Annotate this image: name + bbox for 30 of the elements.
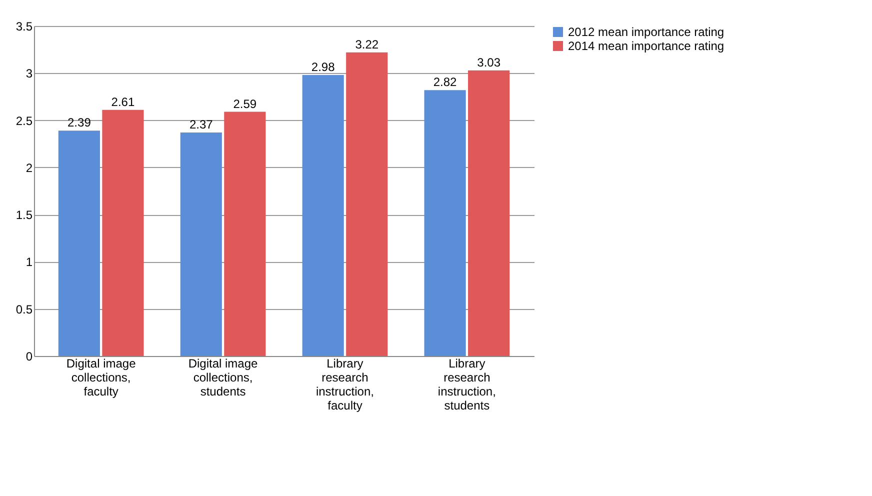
legend-label: 2012 mean importance rating [568,25,724,39]
y-tick-label: 1 [26,255,33,270]
y-tick-label: 2 [26,160,33,175]
data-label: 3.03 [477,55,501,70]
data-label: 2.98 [311,60,336,74]
y-tick-label: 2.5 [16,114,33,128]
bar [224,112,266,356]
data-label: 3.22 [355,37,379,52]
data-label: 2.39 [68,116,92,130]
bar [468,70,510,356]
legend-label: 2014 mean importance rating [568,39,724,53]
y-tick-label: 3 [26,66,33,81]
bar [102,110,144,356]
x-tick-label: Digital image collections, faculty [66,356,136,398]
x-tick-label: Library research instruction, faculty [316,356,374,412]
data-label: 2.82 [433,75,458,90]
y-tick-label: 0 [26,350,33,364]
bar [424,90,466,356]
y-tick-label: 0.5 [16,302,33,316]
x-tick-label: Library research instruction, students [438,356,496,412]
bar [346,52,388,356]
bar [180,132,222,356]
x-tick-label: Digital image collections, students [188,356,258,398]
data-label: 2.37 [189,118,214,132]
y-tick-label: 1.5 [16,208,33,222]
bar [58,130,100,356]
data-label: 2.61 [111,94,135,109]
y-tick-label: 3.5 [16,20,33,34]
data-label: 2.59 [233,96,257,111]
bar [302,75,344,356]
